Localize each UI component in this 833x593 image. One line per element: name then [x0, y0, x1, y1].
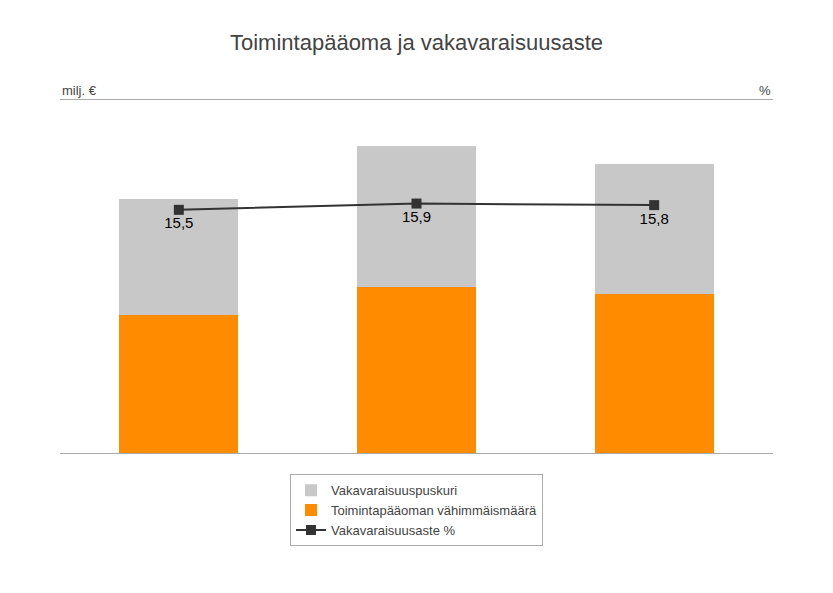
- svg-text:15,8: 15,8: [640, 210, 669, 227]
- svg-text:15,9: 15,9: [402, 208, 431, 225]
- svg-text:milj. €: milj. €: [62, 83, 97, 98]
- svg-text:15,5: 15,5: [164, 214, 193, 231]
- svg-text:%: %: [759, 83, 771, 98]
- svg-text:Toimintapääoman vähimmäismäärä: Toimintapääoman vähimmäismäärä: [331, 503, 537, 518]
- svg-text:Toimintapääoma ja vakavaraisuu: Toimintapääoma ja vakavaraisuusaste: [230, 30, 603, 55]
- svg-text:Vakavaraisuuspuskuri: Vakavaraisuuspuskuri: [331, 483, 457, 498]
- svg-text:Vakavaraisuusaste %: Vakavaraisuusaste %: [331, 523, 455, 538]
